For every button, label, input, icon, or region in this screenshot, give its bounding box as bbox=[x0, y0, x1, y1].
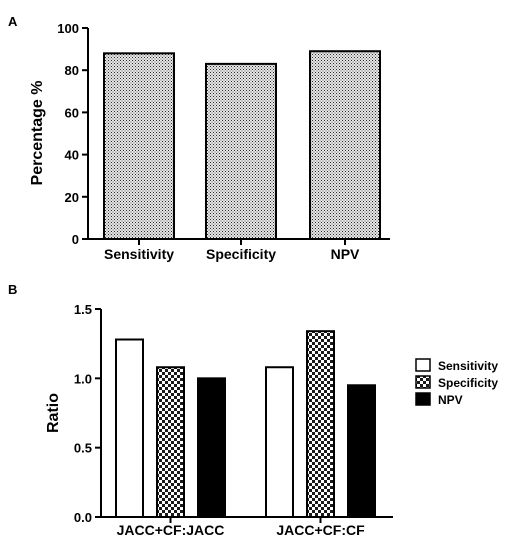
y-tick-label: 0 bbox=[72, 232, 79, 247]
legend-label-specificity: Specificity bbox=[438, 376, 498, 390]
bar-specificity bbox=[205, 62, 277, 241]
legend-swatch-specificity bbox=[415, 375, 431, 389]
bar-sensitivity-1 bbox=[115, 338, 144, 518]
panel-a-bars bbox=[103, 50, 381, 241]
y-tick-label: 40 bbox=[65, 148, 79, 163]
y-tick-label: 1.0 bbox=[74, 371, 92, 386]
panel-b-tick-labels: 0.0 0.5 1.0 1.5 JACC+CF:JACC JACC+CF:CF bbox=[74, 302, 365, 538]
panel-b-letter: B bbox=[8, 282, 17, 297]
panel-b-bars bbox=[115, 330, 376, 519]
legend-swatch-sensitivity bbox=[415, 358, 431, 372]
y-tick-label: 100 bbox=[57, 21, 79, 36]
x-category-label: JACC+CF:JACC bbox=[117, 522, 225, 538]
y-tick-label: 80 bbox=[65, 63, 79, 78]
bar-npv bbox=[309, 50, 381, 240]
bar-sensitivity-2 bbox=[265, 366, 294, 518]
panel-b-y-axis-title: Ratio bbox=[45, 393, 62, 433]
panel-b: B 0.0 0.5 1.0 1.5 JACC+CF:JACC JACC+CF:CF Rat… bbox=[8, 282, 498, 538]
panel-b-legend: Sensitivity Specificity NPV bbox=[415, 358, 498, 407]
x-category-label: Sensitivity bbox=[104, 246, 174, 262]
y-tick-label: 0.0 bbox=[74, 510, 92, 525]
bar-specificity-2 bbox=[306, 330, 335, 519]
legend-swatch-npv bbox=[415, 392, 431, 406]
legend-label-npv: NPV bbox=[438, 393, 463, 407]
bar-npv-1 bbox=[197, 377, 226, 519]
y-tick-label: 20 bbox=[65, 190, 79, 205]
x-category-label: Specificity bbox=[206, 246, 276, 262]
x-category-label: JACC+CF:CF bbox=[276, 522, 365, 538]
y-tick-label: 0.5 bbox=[74, 441, 92, 456]
panel-a-y-axis bbox=[82, 27, 89, 240]
bar-specificity-1 bbox=[156, 366, 185, 518]
panel-b-y-axis bbox=[95, 308, 102, 518]
panel-a-y-axis-title: Percentage % bbox=[29, 81, 46, 186]
panel-a-letter: A bbox=[8, 14, 18, 29]
y-tick-label: 1.5 bbox=[74, 302, 92, 317]
x-category-label: NPV bbox=[331, 246, 360, 262]
panel-a-tick-labels: 0 20 40 60 80 100 Sensitivity Specificity NPV bbox=[57, 21, 360, 262]
bar-npv-2 bbox=[347, 384, 376, 518]
legend-label-sensitivity: Sensitivity bbox=[438, 359, 498, 373]
y-tick-label: 60 bbox=[65, 105, 79, 120]
bar-sensitivity bbox=[103, 52, 175, 240]
